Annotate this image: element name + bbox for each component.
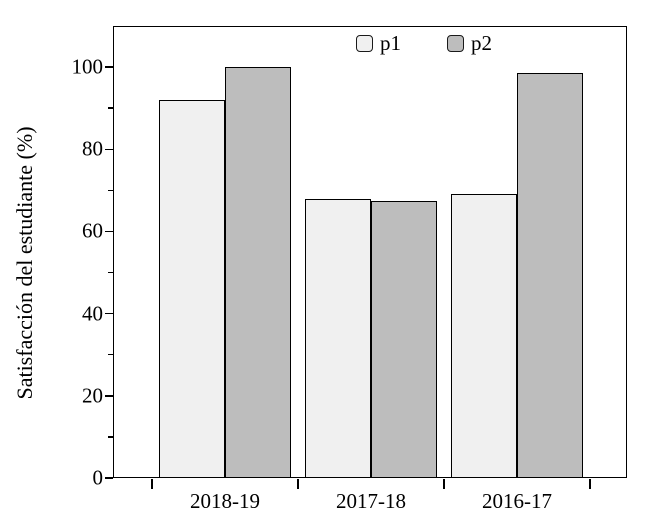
y-axis-tick: [105, 395, 113, 397]
y-axis-tick-label: 40: [82, 301, 103, 326]
bar-p1-2018-19: [159, 99, 225, 478]
y-axis-minor-tick: [108, 436, 113, 438]
bar-p2-2016-17: [517, 73, 583, 478]
legend-swatch-icon: [356, 35, 373, 52]
bar-p1-2017-18: [305, 198, 371, 478]
legend-label: p1: [380, 31, 401, 55]
y-axis-tick-label: 80: [82, 136, 103, 161]
y-axis-tick-label: 0: [92, 465, 104, 490]
legend-entry-p2: p2: [447, 33, 492, 54]
x-axis-tick: [151, 479, 153, 489]
legend-entry-p1: p1: [356, 33, 401, 54]
bar-p2-2018-19: [225, 67, 291, 478]
y-axis-tick: [105, 477, 113, 479]
y-axis-tick-label: 100: [71, 54, 104, 79]
y-axis-minor-tick: [108, 107, 113, 109]
x-axis-tick: [589, 479, 591, 489]
y-axis-minor-tick: [108, 353, 113, 356]
y-axis-label: Satisfacción del estudiante (%): [12, 126, 37, 400]
legend: p1 p2: [356, 33, 492, 54]
x-axis-tick: [297, 479, 299, 489]
y-axis-tick: [105, 66, 113, 68]
x-axis-category-label: 2016-17: [482, 489, 552, 513]
y-axis-tick-label: 60: [82, 218, 103, 243]
y-axis-tick: [105, 312, 113, 315]
y-axis-minor-tick: [108, 189, 113, 192]
legend-label: p2: [471, 31, 492, 55]
x-axis-tick: [443, 479, 445, 489]
bar-p1-2016-17: [451, 194, 517, 478]
x-axis-category-label: 2017-18: [336, 489, 406, 513]
legend-swatch-icon: [447, 35, 464, 52]
x-axis-category-label: 2018-19: [190, 489, 260, 513]
y-axis-tick: [105, 148, 113, 151]
y-axis-tick: [105, 230, 113, 233]
bar-p2-2017-18: [371, 200, 437, 478]
y-axis-minor-tick: [108, 271, 113, 274]
y-axis-tick-label: 20: [82, 383, 103, 408]
